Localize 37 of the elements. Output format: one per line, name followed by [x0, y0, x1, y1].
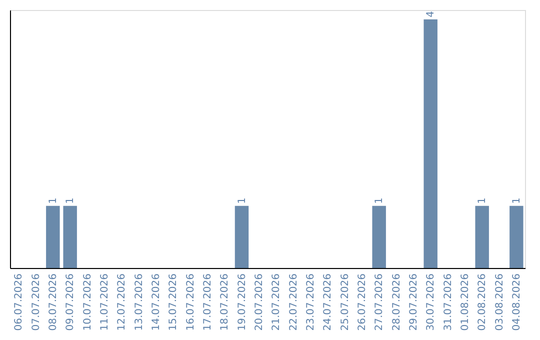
- x-tick-label: 04.08.2026: [511, 274, 522, 331]
- x-tick-label: 26.07.2026: [356, 274, 368, 331]
- x-tick-label: 09.07.2026: [65, 274, 76, 331]
- x-tick-label: 12.07.2026: [116, 274, 128, 331]
- data-label: 1: [374, 197, 386, 204]
- x-tick-label: 11.07.2026: [99, 274, 110, 331]
- x-tick-label: 28.07.2026: [391, 274, 402, 331]
- data-label: 1: [65, 197, 76, 204]
- x-tick-label: 07.07.2026: [30, 274, 42, 331]
- data-label: 4: [426, 10, 437, 18]
- x-tick-label: 14.07.2026: [150, 274, 162, 331]
- x-tick-label: 03.08.2026: [494, 274, 506, 331]
- x-tick-label: 16.07.2026: [185, 274, 196, 331]
- x-tick-label: 18.07.2026: [220, 274, 231, 331]
- x-tick-label: 30.07.2026: [426, 274, 437, 331]
- x-tick-label: 20.07.2026: [254, 274, 265, 331]
- x-tick-label: 31.07.2026: [442, 274, 454, 331]
- data-label: 1: [48, 197, 59, 204]
- x-tick-label: 17.07.2026: [202, 274, 214, 331]
- x-tick-label: 24.07.2026: [322, 274, 334, 331]
- x-tick-label: 25.07.2026: [340, 274, 351, 331]
- x-tick-label: 13.07.2026: [134, 274, 145, 331]
- x-tick-label: 01.08.2026: [460, 274, 471, 331]
- data-label: 1: [236, 197, 248, 204]
- x-tick-label: 15.07.2026: [168, 274, 180, 331]
- x-tick-label: 10.07.2026: [82, 274, 94, 331]
- x-tick-label: 08.07.2026: [48, 274, 59, 331]
- x-tick-label: 21.07.2026: [271, 274, 282, 331]
- x-tick-label: 02.08.2026: [477, 274, 488, 331]
- data-label: 1: [477, 197, 488, 204]
- x-tick-label: 19.07.2026: [236, 274, 248, 331]
- x-tick-label: 22.07.2026: [288, 274, 300, 331]
- x-tick-label: 29.07.2026: [408, 274, 420, 331]
- x-tick-label: 27.07.2026: [374, 274, 386, 331]
- data-label: 1: [511, 197, 522, 204]
- x-tick-label: 06.07.2026: [14, 274, 25, 331]
- x-tick-label: 23.07.2026: [305, 274, 316, 331]
